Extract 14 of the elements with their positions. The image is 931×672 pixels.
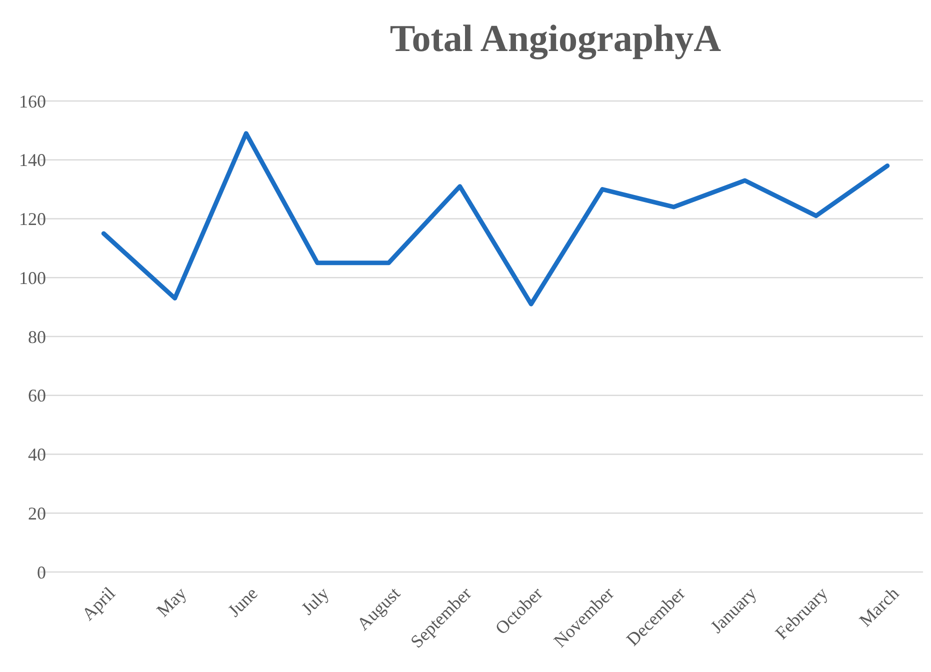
y-tick-label: 20 xyxy=(28,503,46,524)
y-tick-label: 120 xyxy=(19,209,46,230)
y-tick-label: 40 xyxy=(28,444,46,465)
y-tick-label: 60 xyxy=(28,386,46,406)
x-tick-label: July xyxy=(297,583,333,619)
y-tick-label: 160 xyxy=(19,91,46,112)
x-tick-label: June xyxy=(224,583,262,621)
y-tick-label: 140 xyxy=(19,150,46,170)
chart-title: Total AngiographyA xyxy=(390,18,722,60)
y-tick-label: 0 xyxy=(37,562,46,582)
x-tick-label: May xyxy=(152,583,190,621)
y-tick-label: 100 xyxy=(19,268,46,288)
line-series xyxy=(101,131,890,306)
y-tick-label: 80 xyxy=(28,326,46,347)
